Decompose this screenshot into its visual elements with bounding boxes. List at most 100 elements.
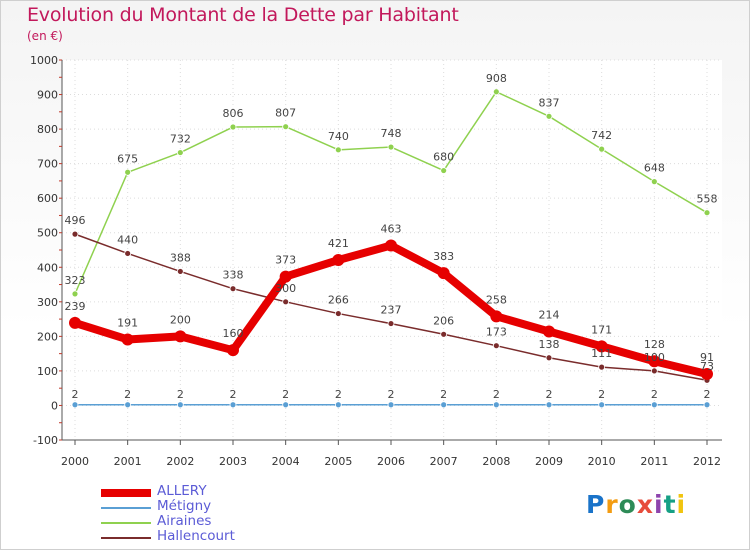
legend-swatch-allery — [101, 489, 151, 497]
y-tick-label: 700 — [37, 158, 58, 171]
data-point-metigny — [124, 401, 132, 409]
data-point-airaines — [176, 149, 184, 156]
data-point-allery — [174, 330, 187, 343]
data-label-hallencourt: 338 — [223, 269, 244, 282]
y-tick-label: 100 — [37, 365, 58, 378]
data-point-hallencourt — [282, 298, 290, 306]
data-label-metigny: 2 — [282, 388, 289, 401]
data-label-allery: 171 — [591, 323, 612, 336]
x-tick-label: 2001 — [114, 455, 142, 468]
y-tick-label: 0 — [51, 399, 58, 412]
data-label-allery: 200 — [170, 313, 191, 326]
y-tick-label: 300 — [37, 296, 58, 309]
x-tick-label: 2000 — [61, 455, 89, 468]
legend-label-metigny: Métigny — [157, 498, 212, 514]
data-point-airaines — [598, 145, 606, 153]
x-tick-label: 2009 — [535, 455, 563, 468]
data-point-hallencourt — [650, 367, 658, 375]
data-label-hallencourt: 173 — [486, 326, 507, 339]
x-tick-label: 2004 — [272, 455, 300, 468]
data-label-airaines: 742 — [591, 129, 612, 142]
data-point-airaines — [650, 178, 658, 186]
x-tick-label: 2010 — [588, 455, 616, 468]
legend-swatch-metigny — [101, 507, 151, 509]
chart-title: Evolution du Montant de la Dette par Hab… — [27, 4, 459, 26]
data-label-metigny: 2 — [440, 388, 447, 401]
data-label-metigny: 2 — [388, 388, 395, 401]
data-label-airaines: 558 — [697, 193, 718, 206]
data-point-airaines — [334, 146, 342, 154]
data-label-airaines: 323 — [65, 274, 86, 287]
x-tick-label: 2006 — [377, 455, 405, 468]
data-label-allery: 214 — [539, 309, 560, 322]
data-label-hallencourt: 388 — [170, 251, 191, 264]
data-point-allery — [701, 368, 713, 381]
data-label-metigny: 2 — [124, 388, 131, 401]
data-point-airaines — [387, 143, 395, 151]
data-label-allery: 91 — [700, 351, 714, 364]
data-label-metigny: 2 — [546, 388, 553, 401]
data-label-metigny: 2 — [651, 388, 658, 401]
data-point-hallencourt — [176, 268, 184, 275]
logo-letter: o — [618, 490, 637, 519]
legend-swatch-hallencourt — [101, 537, 151, 539]
x-tick-label: 2007 — [430, 455, 458, 468]
logo-letter: t — [663, 490, 677, 519]
data-label-allery: 373 — [275, 254, 296, 267]
data-label-hallencourt: 111 — [591, 347, 612, 360]
data-point-allery — [279, 270, 292, 283]
data-point-metigny — [229, 401, 237, 409]
data-point-allery — [227, 344, 239, 357]
data-label-airaines: 806 — [223, 107, 244, 120]
data-label-allery: 383 — [433, 250, 454, 263]
data-point-airaines — [71, 290, 79, 298]
x-tick-label: 2003 — [219, 455, 247, 468]
data-point-allery — [648, 355, 661, 368]
x-tick-label: 2005 — [324, 455, 352, 468]
data-label-metigny: 2 — [598, 388, 605, 401]
data-label-airaines: 740 — [328, 130, 349, 143]
data-point-airaines — [282, 123, 290, 131]
data-point-allery — [595, 340, 608, 353]
data-label-allery: 239 — [65, 300, 86, 313]
data-point-hallencourt — [440, 330, 448, 338]
data-label-hallencourt: 266 — [328, 294, 349, 307]
logo-letter: x — [636, 490, 654, 519]
data-point-hallencourt — [598, 363, 606, 371]
logo-letter: P — [586, 490, 606, 519]
data-point-hallencourt — [124, 250, 132, 257]
data-point-metigny — [387, 401, 395, 409]
x-tick-label: 2002 — [166, 455, 194, 468]
data-point-hallencourt — [492, 342, 500, 350]
data-label-hallencourt: 206 — [433, 314, 454, 327]
data-label-hallencourt: 100 — [644, 351, 665, 364]
data-point-airaines — [545, 112, 553, 120]
data-point-metigny — [703, 401, 711, 409]
data-point-airaines — [440, 167, 448, 174]
data-point-metigny — [492, 401, 500, 409]
data-label-airaines: 680 — [433, 151, 454, 164]
data-point-allery — [121, 333, 134, 346]
data-label-allery: 421 — [328, 237, 349, 250]
x-tick-label: 2012 — [693, 455, 721, 468]
proxiti-logo: Proxiti — [586, 490, 686, 519]
data-label-airaines: 837 — [539, 96, 560, 109]
data-point-metigny — [545, 401, 553, 409]
logo-letter: i — [654, 490, 664, 519]
y-tick-label: 1000 — [30, 54, 58, 67]
data-label-airaines: 675 — [117, 152, 138, 165]
data-point-hallencourt — [545, 354, 553, 362]
data-label-metigny: 2 — [335, 388, 342, 401]
data-point-allery — [490, 310, 503, 323]
data-label-allery: 160 — [223, 327, 244, 340]
data-point-airaines — [703, 209, 711, 217]
data-label-metigny: 2 — [177, 388, 184, 401]
data-label-metigny: 2 — [72, 388, 79, 401]
data-point-metigny — [440, 401, 448, 409]
data-label-airaines: 732 — [170, 133, 191, 146]
y-tick-label: 600 — [37, 192, 58, 205]
logo-letter: i — [676, 490, 687, 519]
data-label-metigny: 2 — [493, 388, 500, 401]
data-label-hallencourt: 496 — [65, 214, 86, 227]
